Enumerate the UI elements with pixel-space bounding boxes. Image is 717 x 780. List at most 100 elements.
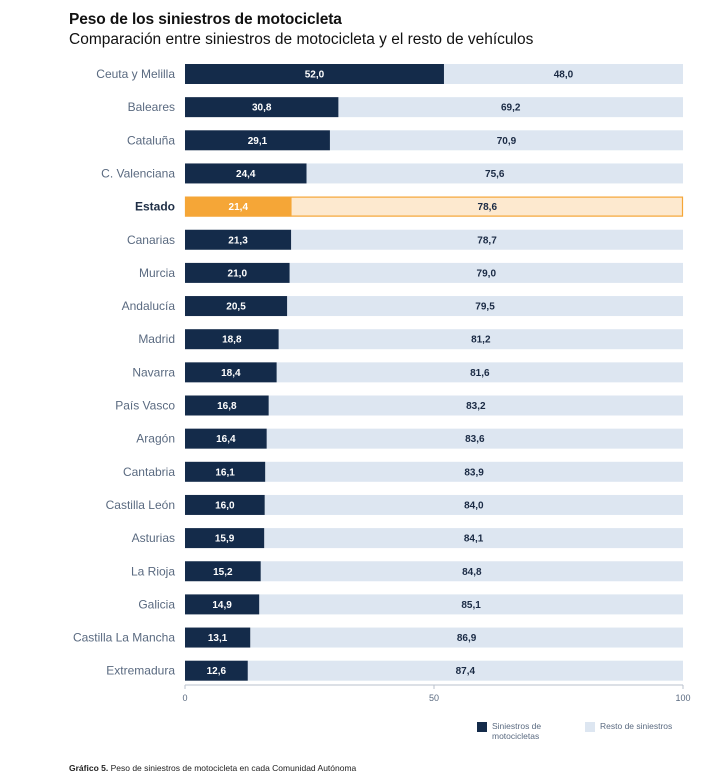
bar-resto xyxy=(287,296,683,317)
caption-text: Peso de siniestros de motocicleta en cad… xyxy=(108,763,357,773)
bar-resto xyxy=(265,461,683,482)
category-label: Ceuta y Melilla xyxy=(96,67,175,81)
bar-motocicletas xyxy=(185,329,279,350)
value-label-motocicletas: 15,2 xyxy=(213,567,233,578)
bar-motocicletas xyxy=(185,627,251,648)
value-label-motocicletas: 18,8 xyxy=(222,335,242,346)
category-label: Aragón xyxy=(136,432,175,446)
bar-resto xyxy=(329,130,683,151)
bar-motocicletas xyxy=(185,362,277,383)
bar-motocicletas xyxy=(185,64,444,84)
category-label: Murcia xyxy=(139,266,175,280)
category-label: Canarias xyxy=(127,233,175,247)
bar-resto xyxy=(443,64,683,84)
category-label: País Vasco xyxy=(115,399,175,413)
value-label-motocicletas: 24,4 xyxy=(236,169,256,180)
category-label: La Rioja xyxy=(131,564,175,578)
bar-motocicletas xyxy=(185,395,269,416)
value-label-resto: 79,5 xyxy=(475,302,495,313)
value-label-motocicletas: 21,3 xyxy=(228,235,248,246)
legend-item-motocicletas: Siniestros de motocicletas xyxy=(477,721,554,741)
legend-label-resto: Resto de siniestros xyxy=(600,721,673,731)
value-label-resto: 83,2 xyxy=(466,401,486,412)
bar-motocicletas xyxy=(185,262,290,283)
value-label-resto: 75,6 xyxy=(485,169,505,180)
value-label-motocicletas: 20,5 xyxy=(226,302,246,313)
value-label-resto: 86,9 xyxy=(457,633,477,644)
x-tick-label: 0 xyxy=(182,693,187,703)
bar-motocicletas xyxy=(185,97,339,118)
value-label-motocicletas: 18,4 xyxy=(221,368,241,379)
value-label-resto: 78,7 xyxy=(477,235,497,246)
value-label-motocicletas: 16,1 xyxy=(215,467,235,478)
value-label-motocicletas: 16,0 xyxy=(215,500,235,511)
bar-motocicletas xyxy=(185,561,261,582)
legend-label-motocicletas: Siniestros de motocicletas xyxy=(492,721,542,741)
bar-resto xyxy=(260,561,683,582)
bar-motocicletas xyxy=(185,494,265,515)
value-label-motocicletas: 16,4 xyxy=(216,434,236,445)
value-label-resto: 48,0 xyxy=(554,70,574,81)
bar-chart: Ceuta y Melilla 52,0 48,0 Baleares 30,8 69,2 C… xyxy=(73,64,691,703)
bar-resto xyxy=(291,229,683,250)
category-label: C. Valenciana xyxy=(101,166,175,180)
bar-resto xyxy=(291,196,683,217)
value-label-resto: 79,0 xyxy=(477,268,497,279)
value-label-resto: 81,2 xyxy=(471,335,491,346)
legend-item-resto: Resto de siniestros xyxy=(585,721,672,732)
bar-motocicletas xyxy=(185,428,267,449)
bar-resto xyxy=(266,428,683,449)
bar-motocicletas xyxy=(185,163,307,184)
value-label-resto: 84,1 xyxy=(464,534,484,545)
value-label-resto: 84,8 xyxy=(462,567,482,578)
value-label-motocicletas: 30,8 xyxy=(252,103,272,114)
value-label-motocicletas: 16,8 xyxy=(217,401,237,412)
chart-subtitle: Comparación entre siniestros de motocicl… xyxy=(69,31,534,48)
bar-resto xyxy=(306,163,683,184)
bar-resto xyxy=(250,627,683,648)
category-label: Galicia xyxy=(138,597,175,611)
bar-resto xyxy=(264,494,683,515)
bar-resto xyxy=(247,660,684,681)
value-label-resto: 87,4 xyxy=(456,666,476,677)
category-label: Estado xyxy=(135,200,175,214)
value-label-motocicletas: 15,9 xyxy=(215,534,235,545)
value-label-resto: 81,6 xyxy=(470,368,490,379)
category-label: Cantabria xyxy=(123,465,175,479)
category-label: Andalucía xyxy=(122,299,176,313)
x-tick-label: 100 xyxy=(675,693,690,703)
value-label-motocicletas: 21,0 xyxy=(228,268,248,279)
bar-resto xyxy=(289,262,683,283)
category-label: Castilla La Mancha xyxy=(73,631,175,645)
value-label-motocicletas: 14,9 xyxy=(212,600,232,611)
category-label: Extremadura xyxy=(106,664,175,678)
category-label: Asturias xyxy=(132,531,175,545)
category-label: Cataluña xyxy=(127,133,175,147)
category-label: Navarra xyxy=(132,365,175,379)
value-label-resto: 69,2 xyxy=(501,103,521,114)
chart-title: Peso de los siniestros de motocicleta xyxy=(69,11,342,28)
bar-motocicletas xyxy=(185,229,292,250)
value-label-resto: 70,9 xyxy=(497,136,517,147)
value-label-resto: 83,6 xyxy=(465,434,485,445)
bar-resto xyxy=(259,594,683,615)
value-label-motocicletas: 21,4 xyxy=(229,202,249,213)
bar-motocicletas xyxy=(185,594,260,615)
legend-swatch-resto xyxy=(585,722,595,732)
bar-motocicletas xyxy=(185,528,265,549)
bar-resto xyxy=(276,362,683,383)
bar-motocicletas xyxy=(185,130,330,151)
bar-resto xyxy=(268,395,683,416)
category-label: Madrid xyxy=(138,332,175,346)
value-label-motocicletas: 13,1 xyxy=(208,633,228,644)
bar-motocicletas xyxy=(185,660,248,681)
value-label-motocicletas: 52,0 xyxy=(305,70,325,81)
legend-swatch-motocicletas xyxy=(477,722,487,732)
category-label: Baleares xyxy=(128,100,175,114)
caption-prefix: Gráfico 5. xyxy=(69,763,109,773)
value-label-resto: 85,1 xyxy=(461,600,481,611)
bar-motocicletas xyxy=(185,296,288,317)
bar-motocicletas xyxy=(185,196,292,217)
value-label-motocicletas: 12,6 xyxy=(207,666,227,677)
highlight-outline xyxy=(184,196,684,217)
